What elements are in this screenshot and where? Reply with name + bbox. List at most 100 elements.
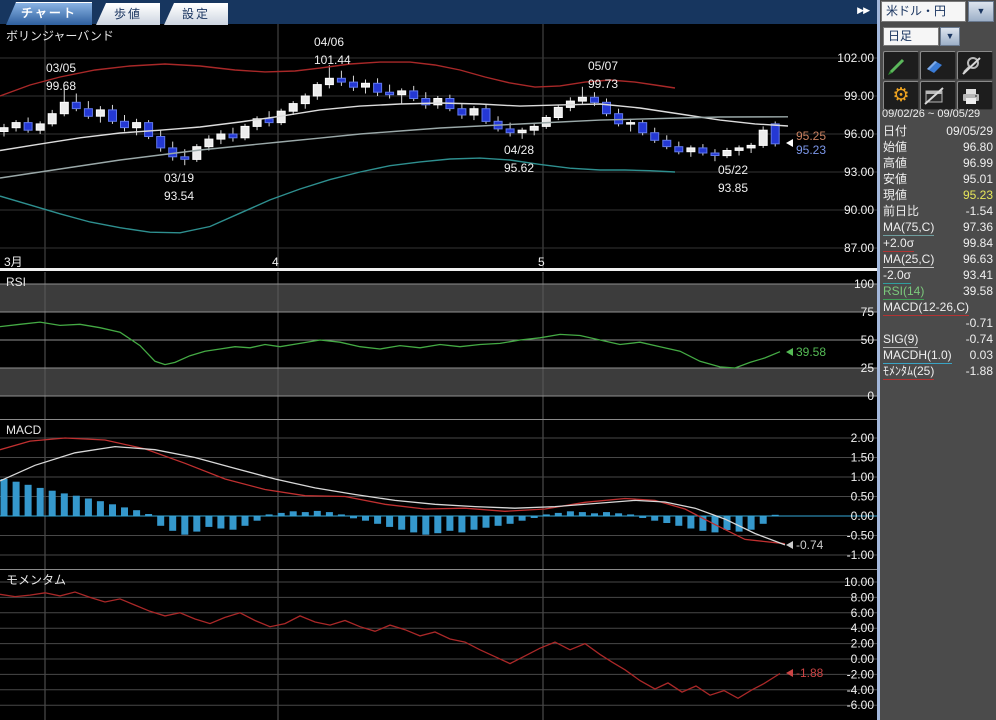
quote-row-label[interactable]: +2.0σ bbox=[883, 236, 915, 252]
panel-separator bbox=[0, 268, 877, 271]
quote-rows: 日付 09/05/29 始値 96.80 高値 96.99 安値 95.01 現値 95.23 前日… bbox=[880, 124, 996, 380]
tab-overflow-icon[interactable]: ▶▶ bbox=[857, 5, 870, 15]
svg-text:90.00: 90.00 bbox=[844, 203, 874, 217]
quote-row-value: 96.99 bbox=[962, 156, 993, 170]
svg-text:95.62: 95.62 bbox=[504, 161, 534, 175]
svg-text:4: 4 bbox=[272, 255, 279, 268]
window-off-button[interactable] bbox=[920, 81, 956, 110]
window-off-icon bbox=[924, 86, 944, 105]
svg-text:-0.50: -0.50 bbox=[847, 529, 875, 543]
quote-row: MACDH(1.0) 0.03 bbox=[880, 348, 996, 364]
svg-text:93.54: 93.54 bbox=[164, 189, 194, 203]
tab-settings[interactable]: 設定 bbox=[164, 3, 228, 25]
svg-text:RSI: RSI bbox=[6, 275, 26, 289]
svg-text:-4.00: -4.00 bbox=[847, 683, 875, 697]
quote-row-label: 日付 bbox=[883, 124, 908, 138]
svg-text:0.50: 0.50 bbox=[851, 490, 875, 504]
quote-row-label[interactable]: MA(25,C) bbox=[883, 252, 935, 268]
currency-pair-select[interactable]: 米ドル・円 bbox=[881, 1, 966, 22]
quote-row-label[interactable]: -2.0σ bbox=[883, 268, 912, 284]
svg-text:3月: 3月 bbox=[4, 255, 23, 268]
settings-gear-icon: ⚙ bbox=[892, 85, 910, 106]
svg-text:-1.00: -1.00 bbox=[847, 548, 875, 562]
panel-separator bbox=[0, 419, 877, 420]
svg-text:101.44: 101.44 bbox=[314, 53, 351, 67]
print-icon bbox=[963, 88, 979, 104]
quote-row: RSI(14) 39.58 bbox=[880, 284, 996, 300]
erase-button[interactable] bbox=[920, 51, 956, 80]
quote-row-value: 96.63 bbox=[962, 252, 993, 266]
svg-text:100: 100 bbox=[854, 277, 874, 291]
quote-row-label[interactable]: SIG(9) bbox=[883, 332, 919, 348]
currency-pair-dropdown-icon[interactable]: ▼ bbox=[968, 1, 994, 22]
chart-sidebar-divider bbox=[877, 0, 880, 720]
svg-text:0.00: 0.00 bbox=[851, 509, 875, 523]
quote-row-label: 始値 bbox=[883, 140, 908, 154]
quote-row-label[interactable]: RSI(14) bbox=[883, 284, 925, 300]
quote-row-value: -1.54 bbox=[965, 204, 993, 218]
quote-row-label[interactable]: MACD(12-26,C) bbox=[883, 300, 970, 316]
draw-button[interactable] bbox=[883, 51, 919, 80]
quote-row: MA(75,C) 97.36 bbox=[880, 220, 996, 236]
quote-row: MACD(12-26,C) bbox=[880, 300, 996, 316]
bollinger-candlestick-panel[interactable]: 102.00 99.00 96.00 93.00 90.00 87.00 3月 4 5 03/05… bbox=[0, 24, 877, 268]
svg-text:1.00: 1.00 bbox=[851, 470, 875, 484]
quote-row-value: 93.41 bbox=[962, 268, 993, 282]
svg-text:2.00: 2.00 bbox=[851, 637, 875, 651]
quote-row-label[interactable]: MA(75,C) bbox=[883, 220, 935, 236]
svg-text:-1.88: -1.88 bbox=[796, 666, 824, 680]
quote-row: MA(25,C) 96.63 bbox=[880, 252, 996, 268]
macd-panel[interactable]: 2.00 1.50 1.00 0.50 0.00 -0.50 -1.00 -0.74 MACD bbox=[0, 420, 877, 569]
svg-text:95.23: 95.23 bbox=[796, 143, 826, 157]
svg-text:87.00: 87.00 bbox=[844, 241, 874, 255]
tab-chart[interactable]: チャート bbox=[6, 2, 92, 25]
quote-row: -2.0σ 93.41 bbox=[880, 268, 996, 284]
quote-row-label[interactable]: ﾓﾒﾝﾀﾑ(25) bbox=[883, 364, 935, 380]
timeframe-select[interactable]: 日足 bbox=[883, 27, 939, 46]
svg-text:MACD: MACD bbox=[6, 423, 42, 437]
date-range-label: 09/02/26 ~ 09/05/29 bbox=[882, 108, 981, 120]
quote-row: 前日比 -1.54 bbox=[880, 204, 996, 220]
quote-sidebar: 米ドル・円 ▼ 日足 ▼ ⚙ bbox=[880, 0, 996, 720]
svg-text:96.00: 96.00 bbox=[844, 127, 874, 141]
panel-separator bbox=[0, 569, 877, 570]
svg-text:99.73: 99.73 bbox=[588, 77, 618, 91]
print-button[interactable] bbox=[957, 81, 993, 110]
svg-text:-0.74: -0.74 bbox=[796, 538, 824, 552]
quote-row-value: 0.03 bbox=[969, 348, 993, 362]
quote-row-value: -1.88 bbox=[965, 364, 993, 378]
quote-row: 日付 09/05/29 bbox=[880, 124, 996, 140]
timeframe-dropdown-icon[interactable]: ▼ bbox=[940, 27, 960, 46]
tab-tick[interactable]: 歩値 bbox=[96, 3, 160, 25]
quote-row-value: 95.23 bbox=[962, 188, 993, 202]
quote-row: 高値 96.99 bbox=[880, 156, 996, 172]
quote-row-label: 現値 bbox=[883, 188, 908, 202]
svg-text:10.00: 10.00 bbox=[844, 575, 874, 589]
zoom-off-button[interactable] bbox=[957, 51, 993, 80]
svg-text:5: 5 bbox=[538, 255, 545, 268]
eraser-icon bbox=[927, 60, 942, 73]
quote-row-label: 安値 bbox=[883, 172, 908, 186]
svg-text:1.50: 1.50 bbox=[851, 451, 875, 465]
quote-row-value: 09/05/29 bbox=[946, 124, 993, 138]
quote-row-value: -0.71 bbox=[965, 316, 993, 330]
svg-text:2.00: 2.00 bbox=[851, 431, 875, 445]
svg-text:0: 0 bbox=[867, 389, 874, 403]
settings-button[interactable]: ⚙ bbox=[883, 81, 919, 110]
zoom-off-icon bbox=[962, 56, 981, 75]
momentum-panel[interactable]: 10.008.00 6.004.00 2.000.00-2.00 -4.00-6.00… bbox=[0, 570, 877, 720]
svg-text:-6.00: -6.00 bbox=[847, 698, 875, 712]
quote-row-label[interactable]: MACDH(1.0) bbox=[883, 348, 952, 364]
svg-text:8.00: 8.00 bbox=[851, 590, 875, 604]
svg-text:93.00: 93.00 bbox=[844, 165, 874, 179]
svg-text:04/28: 04/28 bbox=[504, 143, 534, 157]
svg-text:-2.00: -2.00 bbox=[847, 667, 875, 681]
quote-row-value: -0.74 bbox=[965, 332, 993, 346]
svg-text:25: 25 bbox=[861, 361, 875, 375]
quote-row-value: 39.58 bbox=[962, 284, 993, 298]
svg-text:99.68: 99.68 bbox=[46, 79, 76, 93]
svg-text:04/06: 04/06 bbox=[314, 35, 344, 49]
svg-text:05/07: 05/07 bbox=[588, 59, 618, 73]
rsi-panel[interactable]: 100 75 50 25 0 39.58 RSI bbox=[0, 272, 877, 419]
quote-row: -0.71 bbox=[880, 316, 996, 332]
